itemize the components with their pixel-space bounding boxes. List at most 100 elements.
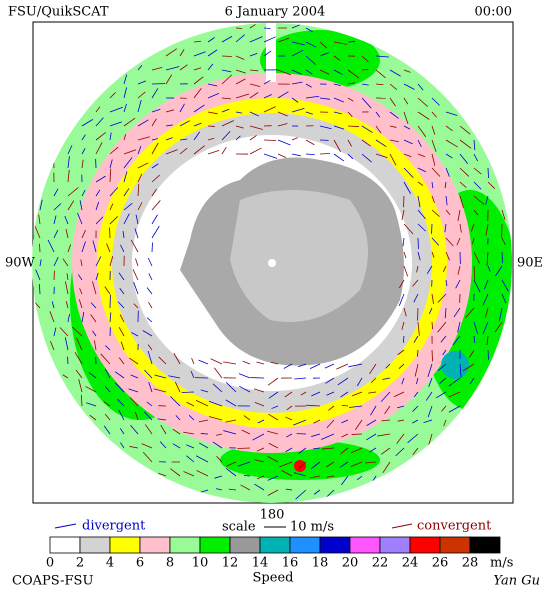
wind-arrow	[417, 223, 426, 232]
wind-arrow	[361, 139, 371, 147]
wind-arrow	[132, 269, 139, 281]
wind-arrow	[427, 363, 433, 378]
wind-arrow	[437, 363, 447, 371]
wind-arrow	[396, 405, 405, 409]
wind-arrow	[347, 153, 354, 160]
wind-arrow	[445, 251, 450, 261]
wind-arrow	[195, 400, 209, 407]
wind-arrow	[267, 475, 279, 481]
wind-arrow	[445, 125, 453, 132]
wind-arrow	[104, 286, 111, 295]
wind-arrow	[130, 239, 139, 253]
wind-arrow	[300, 391, 307, 396]
wind-arrow	[249, 135, 257, 141]
wind-arrow	[175, 415, 181, 421]
wind-arrow	[254, 402, 265, 407]
wind-arrow	[416, 265, 419, 273]
wind-arrow	[142, 451, 153, 463]
wind-arrow	[350, 447, 363, 454]
wind-arrow	[350, 461, 363, 468]
wind-arrow	[151, 225, 160, 239]
wind-arrow	[228, 488, 237, 491]
wind-arrow	[452, 335, 461, 346]
wind-arrow	[459, 167, 470, 177]
wind-arrow	[137, 202, 143, 211]
wind-arrow	[212, 441, 223, 449]
wind-arrow	[104, 368, 111, 379]
scale-label: scale	[222, 520, 256, 535]
wind-arrow	[326, 391, 335, 396]
wind-arrow	[76, 337, 83, 351]
wind-arrow	[170, 468, 181, 477]
wind-arrow	[151, 200, 161, 211]
wind-arrow	[75, 369, 83, 379]
wind-arrow	[375, 69, 386, 79]
wind-arrow	[291, 49, 304, 57]
wind-arrow	[81, 148, 86, 155]
wind-arrow	[81, 189, 86, 197]
wind-arrow	[67, 200, 75, 211]
wind-arrow	[59, 327, 69, 337]
wind-arrow	[193, 122, 202, 127]
wind-arrow	[117, 301, 125, 309]
wind-arrow	[170, 396, 181, 407]
wind-arrow	[397, 349, 405, 356]
wind-arrow	[403, 167, 414, 179]
wind-arrow	[324, 363, 335, 369]
wind-arrow	[123, 134, 127, 141]
wind-arrow	[65, 228, 69, 239]
wind-arrow	[223, 430, 237, 435]
wind-arrow	[375, 153, 388, 159]
wind-arrow	[64, 337, 69, 351]
wind-arrow	[157, 418, 167, 421]
wind-arrow	[341, 433, 349, 438]
wind-arrow	[431, 125, 436, 135]
wind-arrow	[445, 139, 458, 148]
wind-arrow	[179, 49, 185, 57]
wind-arrow	[53, 188, 59, 197]
wind-arrow	[104, 413, 111, 421]
wind-arrow	[252, 433, 265, 441]
wind-arrow	[237, 447, 251, 449]
wind-arrow	[403, 97, 409, 105]
wind-arrow	[473, 153, 479, 162]
wind-arrow	[277, 69, 291, 76]
wind-arrow	[122, 231, 125, 239]
wind-arrow	[437, 321, 447, 333]
colorbar-bin	[229, 536, 261, 554]
wind-arrow	[225, 419, 237, 423]
wind-arrow	[263, 94, 272, 99]
wind-arrow	[277, 153, 287, 158]
wind-arrow	[459, 139, 472, 149]
wind-arrow	[427, 405, 433, 418]
wind-arrow	[321, 433, 335, 440]
wind-arrow	[179, 138, 188, 141]
wind-arrow	[448, 377, 461, 387]
wind-arrow	[347, 111, 353, 118]
wind-arrow	[417, 307, 419, 321]
wind-arrow	[427, 433, 433, 447]
date: 6 January 2004	[225, 5, 326, 20]
wind-arrow	[158, 472, 167, 477]
wind-arrow	[486, 251, 489, 266]
wind-arrow	[431, 321, 434, 330]
colorbar-tick: 26	[432, 556, 449, 571]
colorbar-bin	[319, 536, 351, 554]
wind-arrow	[106, 243, 111, 253]
wind-arrow	[67, 313, 70, 323]
wind-arrow	[123, 202, 133, 211]
wind-arrow	[257, 419, 265, 424]
wind-arrow	[368, 391, 377, 394]
wind-arrow	[263, 80, 271, 85]
wind-arrow	[313, 489, 321, 495]
wind-arrow	[267, 456, 279, 463]
wind-arrow	[271, 405, 279, 409]
wind-arrow	[441, 405, 447, 412]
wind-arrow	[239, 385, 251, 393]
wind-arrow	[417, 209, 426, 220]
wind-arrow	[186, 401, 195, 407]
wind-arrow	[137, 136, 151, 141]
wind-arrow	[382, 461, 391, 474]
wind-arrow	[123, 188, 130, 197]
wind-arrow	[254, 459, 265, 463]
